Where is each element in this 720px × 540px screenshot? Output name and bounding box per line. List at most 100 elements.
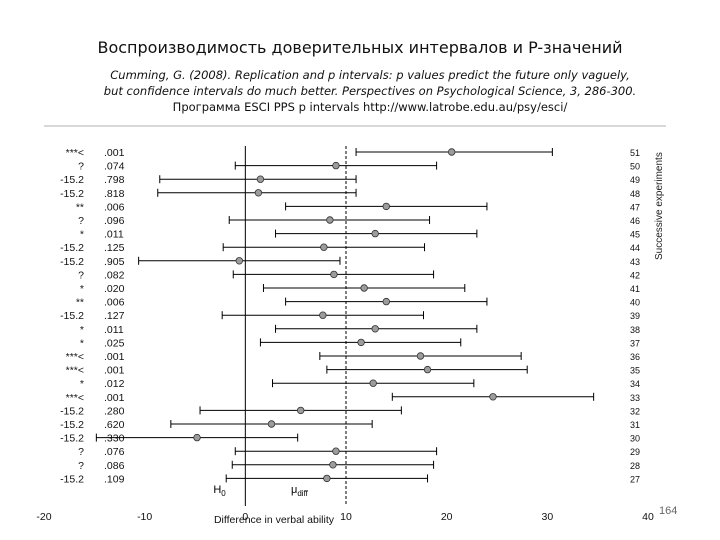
row-stars: -15.2 <box>60 419 84 431</box>
mean-point <box>423 365 432 374</box>
mean-point <box>332 161 340 170</box>
row-p-value: .001 <box>104 351 125 363</box>
row-p-value: .001 <box>104 392 125 404</box>
mean-point <box>267 420 276 428</box>
y-axis-label: Successive experiments <box>654 152 665 260</box>
row-experiment-number: 49 <box>630 175 640 185</box>
row-stars: * <box>80 378 84 390</box>
row-experiment-number: 37 <box>630 338 640 348</box>
row-stars: -15.2 <box>60 433 84 445</box>
mean-point <box>357 338 365 347</box>
experiment-row-49: -15.2 .798 49 <box>60 174 640 186</box>
experiment-row-42: ? .082 42 <box>78 269 640 281</box>
mean-point <box>235 257 243 265</box>
mu-label-main: μ <box>291 484 297 496</box>
row-stars: -15.2 <box>60 473 84 485</box>
row-stars: * <box>80 337 84 349</box>
chart-frame: Successive experiments H0 μdiff <box>44 125 666 506</box>
row-stars: ***< <box>66 365 84 377</box>
row-stars: -15.2 <box>60 174 84 186</box>
row-p-value: .620 <box>104 419 125 431</box>
row-p-value: .280 <box>104 405 125 417</box>
row-experiment-number: 40 <box>630 298 640 308</box>
experiment-row-34: * .012 34 <box>80 378 640 390</box>
experiment-rows: ***< .001 51? .074 50 -15.2 .798 49 -15.2 .818 48 *… <box>60 147 640 485</box>
experiment-row-28: ? .086 28 <box>78 460 640 472</box>
program-url-link[interactable]: http://www.latrobe.edu.au/psy/esci/ <box>363 100 568 114</box>
row-stars: * <box>80 229 84 241</box>
experiment-row-31: -15.2 .620 31 <box>60 419 640 431</box>
row-stars: * <box>80 324 84 336</box>
row-stars: ? <box>78 215 84 227</box>
row-experiment-number: 45 <box>630 230 640 240</box>
mean-point <box>256 175 265 183</box>
experiment-row-30: -15.2 .330 30 <box>60 433 640 445</box>
page-number: 164 <box>659 505 678 517</box>
experiment-row-36: ***< .001 36 <box>66 351 640 363</box>
mean-point <box>254 189 263 197</box>
row-stars: ***< <box>66 392 84 404</box>
program-label: Программа ESCI PPS p intervals <box>172 100 364 114</box>
row-experiment-number: 38 <box>630 325 640 335</box>
x-tick-label: 0 <box>242 511 248 523</box>
row-experiment-number: 47 <box>630 202 640 212</box>
row-experiment-number: 30 <box>630 434 640 444</box>
row-stars: * <box>80 283 84 295</box>
row-experiment-number: 33 <box>630 393 640 403</box>
row-stars: -15.2 <box>60 188 84 200</box>
row-p-value: .025 <box>104 337 125 349</box>
row-experiment-number: 51 <box>630 148 640 158</box>
row-experiment-number: 50 <box>630 162 640 172</box>
row-p-value: .125 <box>104 242 125 254</box>
x-tick-label: 40 <box>642 511 654 523</box>
experiment-row-50: ? .074 50 <box>78 161 640 173</box>
experiment-row-29: ? .076 29 <box>78 446 640 458</box>
experiment-row-33: ***< .001 33 <box>66 392 640 404</box>
row-experiment-number: 34 <box>630 379 640 389</box>
x-axis-label: Difference in verbal ability <box>214 514 335 526</box>
experiment-row-32: -15.2 .280 32 <box>60 405 640 417</box>
row-p-value: .001 <box>104 147 125 159</box>
row-experiment-number: 43 <box>630 257 640 267</box>
experiment-row-38: * .011 38 <box>80 324 640 336</box>
mean-point <box>382 297 390 306</box>
experiment-row-47: ** .006 47 <box>76 201 640 213</box>
mu-label-sub: diff <box>297 489 308 498</box>
row-p-value: .096 <box>104 215 125 227</box>
row-p-value: .905 <box>104 256 125 268</box>
row-experiment-number: 44 <box>630 243 640 253</box>
experiment-row-46: ? .096 46 <box>78 215 640 227</box>
experiment-row-27: -15.2 .109 27 <box>60 473 640 485</box>
mean-point <box>416 352 425 360</box>
mean-point <box>371 229 379 238</box>
row-experiment-number: 28 <box>630 461 640 471</box>
mean-point <box>382 202 390 211</box>
h0-label-main: H <box>213 484 221 496</box>
row-p-value: .076 <box>104 446 125 458</box>
row-stars: -15.2 <box>60 256 84 268</box>
row-p-value: .082 <box>104 269 125 281</box>
row-experiment-number: 31 <box>630 420 640 430</box>
experiment-row-51: ***< .001 51 <box>66 147 640 159</box>
experiment-row-48: -15.2 .818 48 <box>60 188 640 200</box>
mean-point <box>489 393 497 401</box>
row-stars: ? <box>78 269 84 281</box>
row-stars: -15.2 <box>60 242 84 254</box>
x-tick-label: -20 <box>36 511 51 523</box>
row-p-value: .330 <box>104 433 125 445</box>
experiment-row-43: -15.2 .905 43 <box>60 256 640 268</box>
row-experiment-number: 36 <box>630 352 640 362</box>
row-stars: ? <box>78 161 84 173</box>
row-experiment-number: 27 <box>630 474 640 484</box>
row-experiment-number: 41 <box>630 284 640 294</box>
row-experiment-number: 32 <box>630 406 640 416</box>
row-p-value: .011 <box>104 229 124 241</box>
row-experiment-number: 35 <box>630 366 640 376</box>
mu-diff-label: μdiff <box>291 484 309 498</box>
slide-title: Воспроизводимость доверительных интервал… <box>97 38 623 57</box>
mean-point <box>332 447 340 455</box>
row-stars: -15.2 <box>60 405 84 417</box>
row-stars: ** <box>76 201 84 213</box>
row-experiment-number: 48 <box>630 189 640 199</box>
